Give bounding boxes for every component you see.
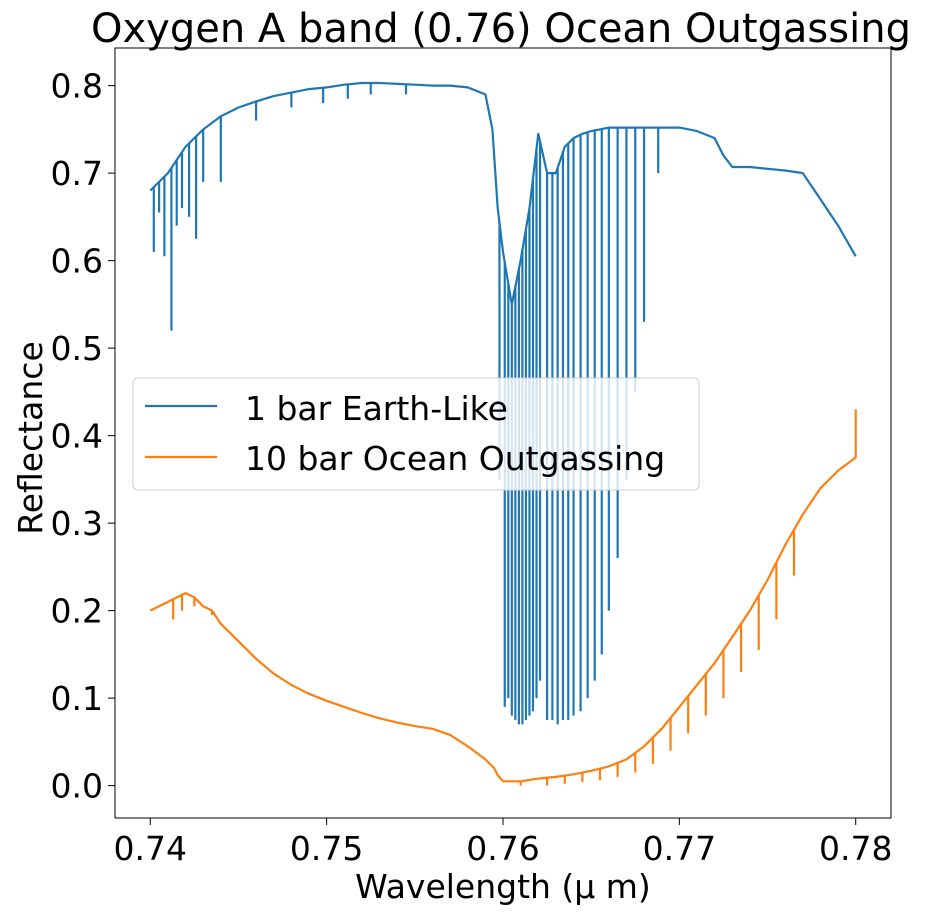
series-ocean-outgassing	[149, 409, 857, 786]
legend-box	[132, 377, 700, 491]
legend-label-ocean-outgassing: 10 bar Ocean Outgassing	[245, 439, 665, 478]
legend-label-earth-like: 1 bar Earth-Like	[245, 389, 508, 428]
x-axis-label: Wavelength (μ m)	[355, 867, 651, 906]
y-axis-ticks: 0.0 0.1 0.2 0.3 0.4 0.5 0.6 0.7 0.8	[51, 67, 115, 806]
y-tick-label: 0.2	[51, 592, 103, 631]
y-tick-label: 0.3	[51, 504, 103, 543]
y-tick-label: 0.0	[51, 767, 103, 806]
chart-title: Oxygen A band (0.76) Ocean Outgassing	[91, 6, 911, 52]
series-line-earth-like	[149, 81, 857, 306]
y-tick-label: 0.4	[51, 417, 103, 456]
x-tick-label: 0.77	[643, 829, 716, 868]
y-tick-label: 0.1	[51, 679, 103, 718]
x-tick-label: 0.75	[290, 829, 363, 868]
x-axis-ticks: 0.74 0.75 0.76 0.77 0.78	[114, 818, 892, 868]
y-axis-label: Reflectance	[11, 341, 50, 535]
series-line-ocean-outgassing	[149, 409, 857, 783]
x-tick-label: 0.78	[819, 829, 892, 868]
y-tick-label: 0.8	[51, 67, 103, 106]
y-tick-label: 0.6	[51, 242, 103, 281]
y-tick-label: 0.5	[51, 329, 103, 368]
x-tick-label: 0.76	[466, 829, 539, 868]
legend: 1 bar Earth-Like 10 bar Ocean Outgassing	[132, 377, 700, 491]
y-tick-label: 0.7	[51, 154, 103, 193]
x-tick-label: 0.74	[114, 829, 187, 868]
